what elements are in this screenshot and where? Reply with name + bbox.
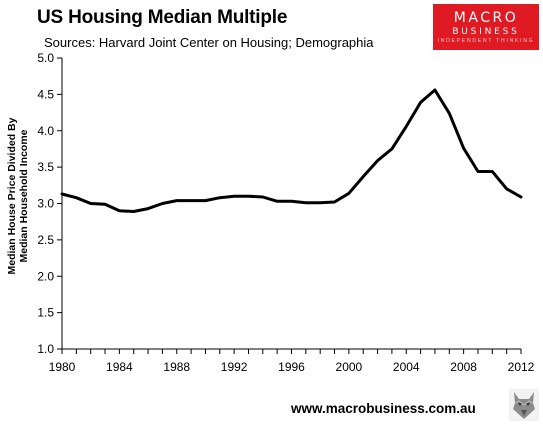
y-tick-label: 4.0: [37, 124, 54, 138]
x-tick-label: 1996: [278, 360, 305, 374]
logo-line1: MACRO: [453, 10, 519, 26]
x-tick-label: 2000: [336, 360, 363, 374]
footer-url: www.macrobusiness.com.au: [291, 401, 476, 416]
x-tick-label: 2004: [393, 360, 420, 374]
median-multiple-series-line: [60, 88, 523, 213]
chart-title: US Housing Median Multiple: [37, 7, 288, 28]
y-tick-label: 3.5: [37, 160, 54, 174]
logo-line2: BUSINESS: [452, 27, 520, 37]
y-tick-label: 1.5: [37, 306, 54, 320]
x-tick-label: 1984: [106, 360, 133, 374]
y-tick-label: 5.0: [37, 51, 54, 65]
y-tick-label: 4.5: [37, 87, 54, 101]
x-tick-label: 1992: [221, 360, 248, 374]
chart-subtitle: Sources: Harvard Joint Center on Housing…: [44, 35, 374, 50]
wolf-logo-icon: [509, 389, 539, 421]
logo-line3: INDEPENDENT THINKING: [437, 38, 535, 44]
y-tick-label: 2.0: [37, 269, 54, 283]
x-tick-label: 1980: [49, 360, 76, 374]
x-tick-label: 2008: [450, 360, 477, 374]
x-tick-label: 1988: [163, 360, 190, 374]
y-tick-label: 3.0: [37, 197, 54, 211]
y-tick-label: 2.5: [37, 233, 54, 247]
macrobusiness-logo: MACRO BUSINESS INDEPENDENT THINKING: [433, 4, 539, 50]
x-tick-label: 2012: [508, 360, 535, 374]
y-tick-label: 1.0: [37, 342, 54, 356]
